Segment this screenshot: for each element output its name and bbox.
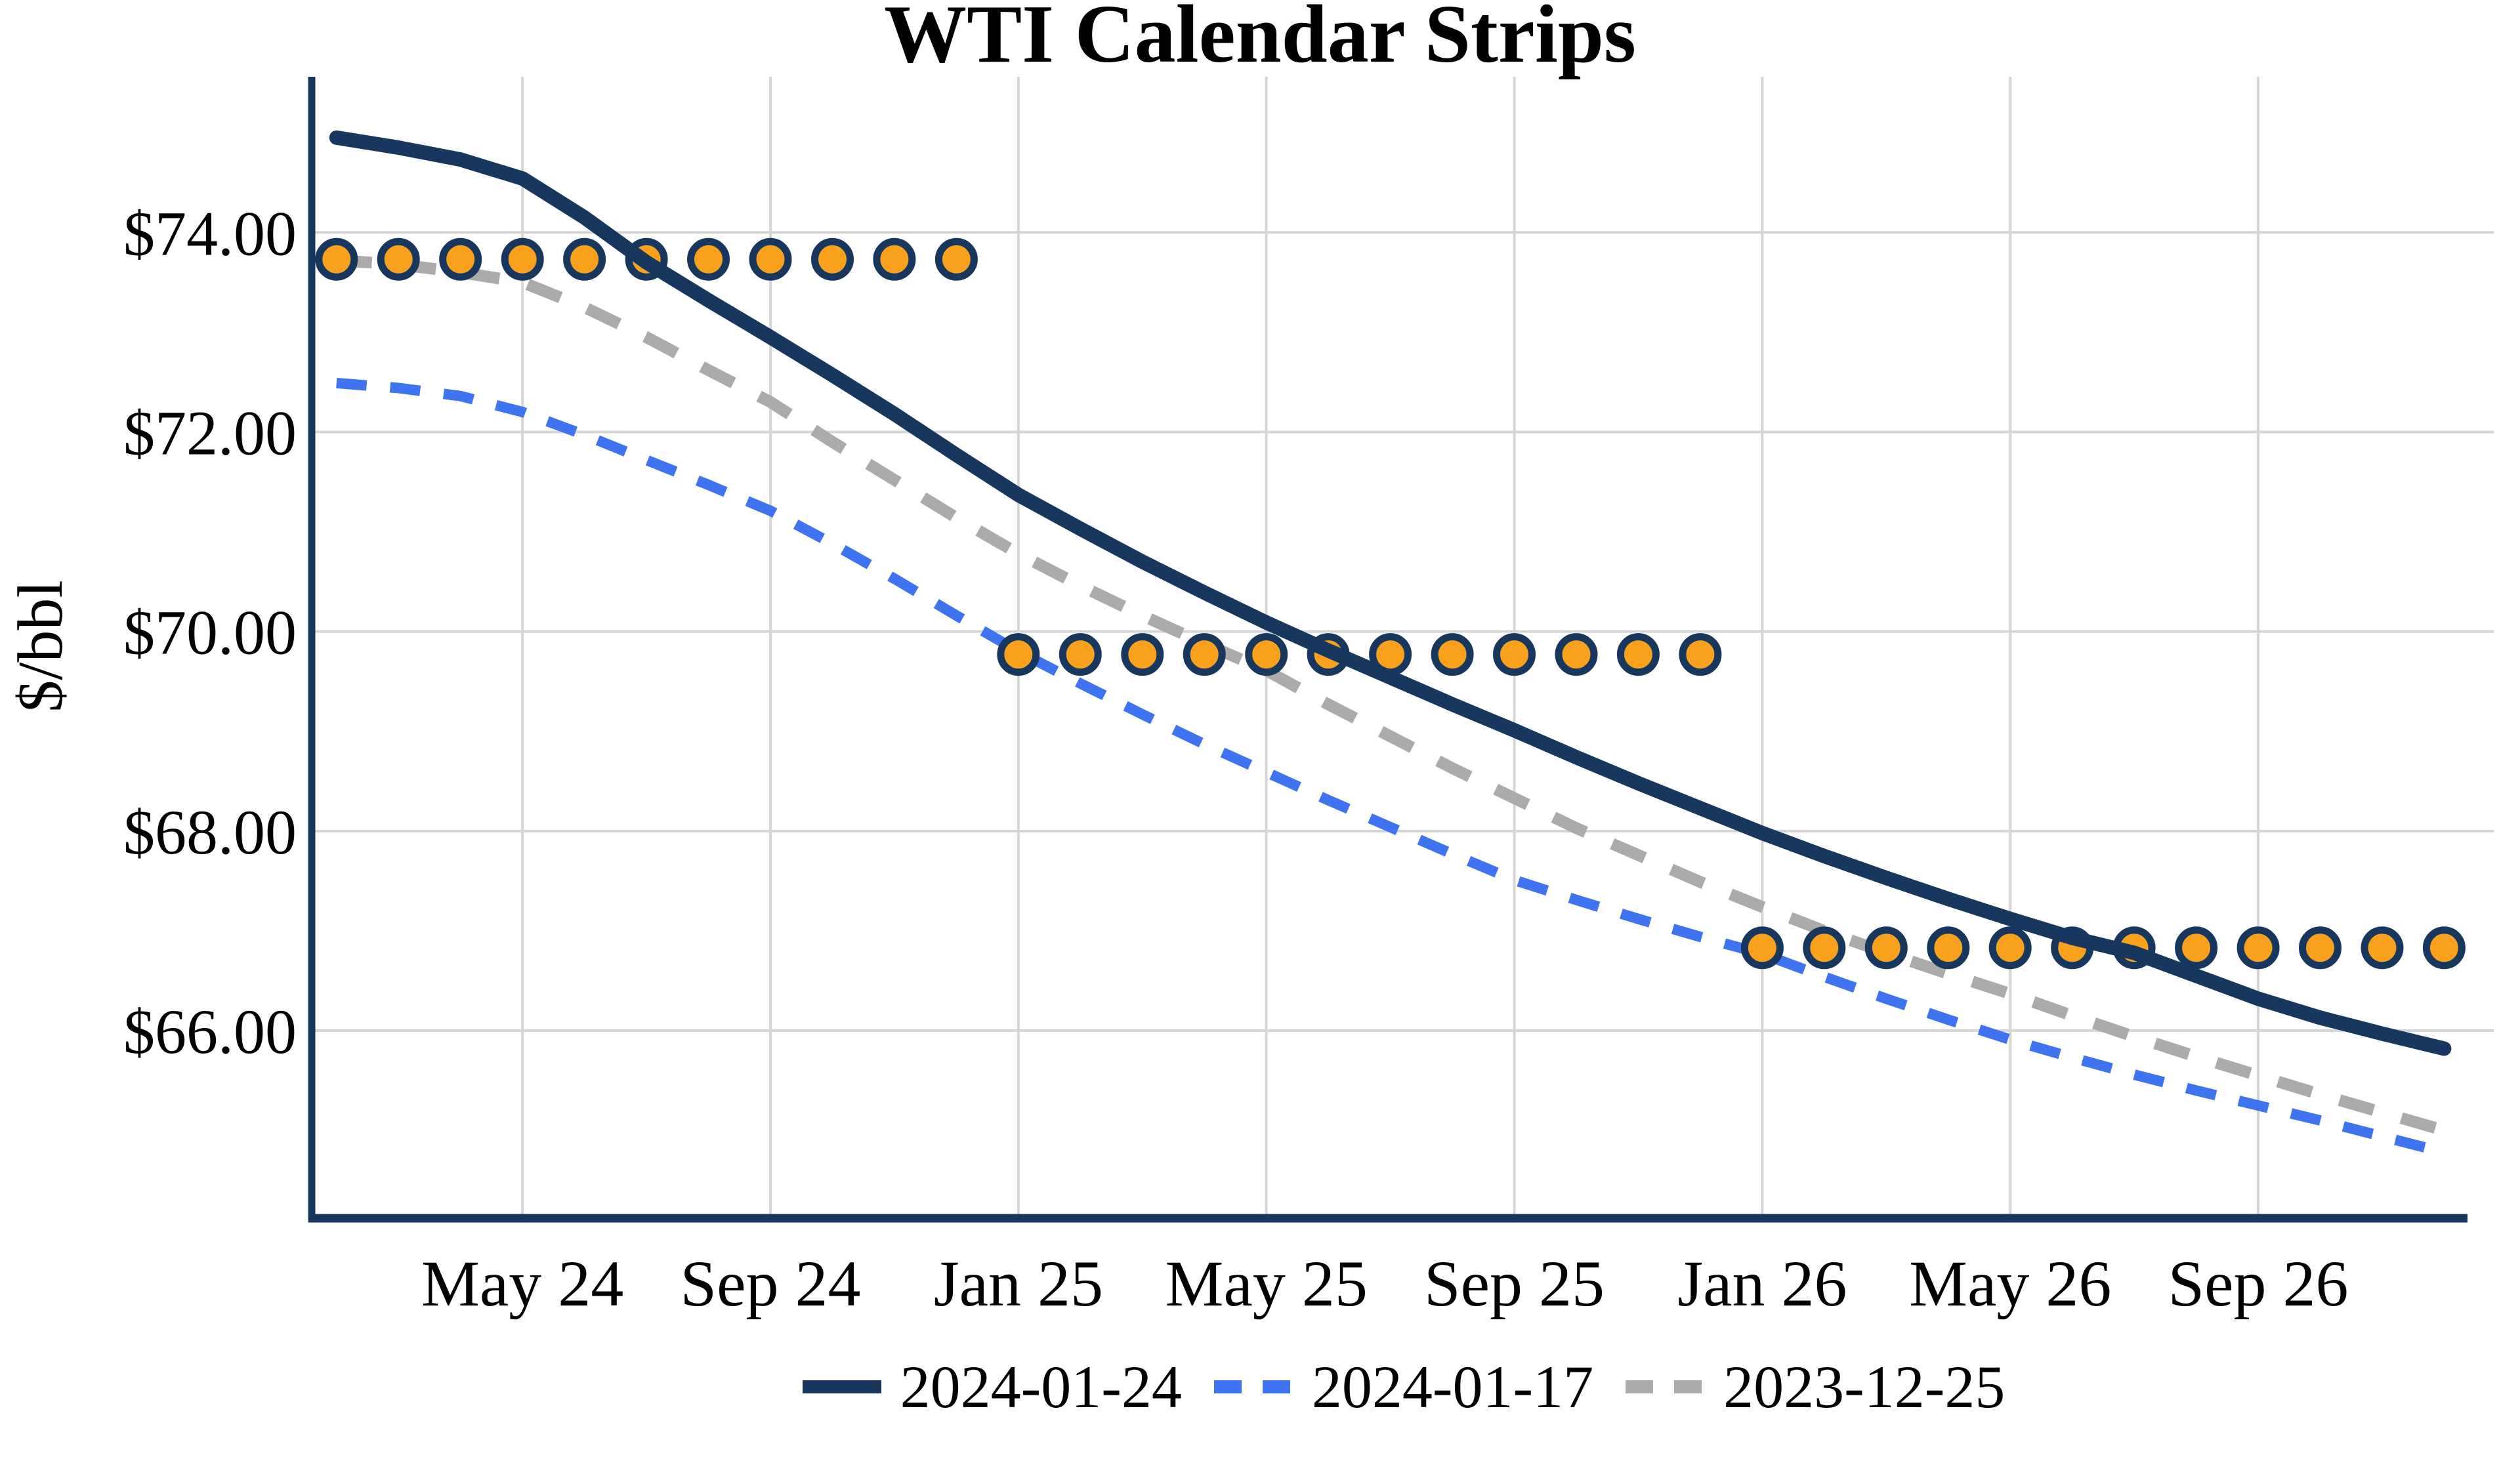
x-tick-label: Sep 24 [681, 1247, 861, 1320]
strip-marker [2422, 926, 2466, 970]
strip-marker [1740, 926, 1784, 970]
strip-marker [1183, 633, 1226, 676]
series-line-2023-12-25 [336, 254, 2446, 1136]
series-line-2024-01-24 [329, 130, 2452, 1056]
strip-marker [1555, 633, 1598, 676]
strip-marker [501, 237, 544, 281]
strip-marker [997, 633, 1040, 676]
strip-marker [315, 237, 358, 281]
strip-marker [1493, 633, 1536, 676]
x-tick-label: Jan 25 [934, 1247, 1103, 1320]
legend-swatch-dashed [1213, 1380, 1293, 1393]
chart-legend: 2024-01-24 2024-01-17 2023-12-25 [312, 1357, 2494, 1417]
x-tick-label: May 25 [1166, 1247, 1368, 1320]
y-tick-label: $68.00 [123, 797, 297, 867]
strip-marker [1245, 633, 1288, 676]
strip-marker [2299, 926, 2342, 970]
strip-marker [2236, 926, 2280, 970]
legend-item-2024-01-17: 2024-01-17 [1212, 1357, 1593, 1417]
strip-marker [1679, 633, 1722, 676]
strip-marker [749, 237, 792, 281]
strip-marker [1059, 633, 1102, 676]
y-tick-label: $70.00 [123, 598, 297, 668]
x-tick-label: May 24 [421, 1247, 623, 1320]
strip-marker [1616, 633, 1660, 676]
legend-label: 2024-01-17 [1311, 1353, 1594, 1420]
strip-marker [1927, 926, 1970, 970]
strip-marker [1803, 926, 1846, 970]
y-tick-label: $74.00 [123, 198, 297, 268]
strip-marker [377, 237, 420, 281]
strip-marker [1121, 633, 1164, 676]
x-tick-label: Sep 25 [1424, 1247, 1605, 1320]
strip-marker [2175, 926, 2218, 970]
strip-marker [934, 237, 978, 281]
series-line-2024-01-17 [336, 377, 2446, 1158]
y-tick-label: $66.00 [123, 997, 297, 1067]
legend-label: 2024-01-24 [900, 1353, 1182, 1420]
legend-label: 2023-12-25 [1723, 1353, 2006, 1420]
strip-marker [1864, 926, 1908, 970]
strip-marker [2361, 926, 2404, 970]
strip-marker [687, 237, 730, 281]
x-tick-label: May 26 [1909, 1247, 2111, 1320]
strip-marker [811, 237, 854, 281]
chart-title: WTI Calendar Strips [884, 0, 1636, 80]
strip-marker [439, 237, 482, 281]
strip-marker [1988, 926, 2032, 970]
y-tick-label: $72.00 [123, 398, 297, 468]
legend-swatch-dashed [1626, 1380, 1705, 1393]
strip-marker [873, 237, 916, 281]
x-tick-label: Sep 26 [2168, 1247, 2349, 1320]
strip-marker [563, 237, 606, 281]
x-tick-label: Jan 26 [1677, 1247, 1847, 1320]
strip-marker [1431, 633, 1474, 676]
legend-swatch-solid [802, 1380, 881, 1393]
legend-item-2023-12-25: 2023-12-25 [1624, 1357, 2005, 1417]
legend-item-2024-01-24: 2024-01-24 [801, 1357, 1182, 1417]
